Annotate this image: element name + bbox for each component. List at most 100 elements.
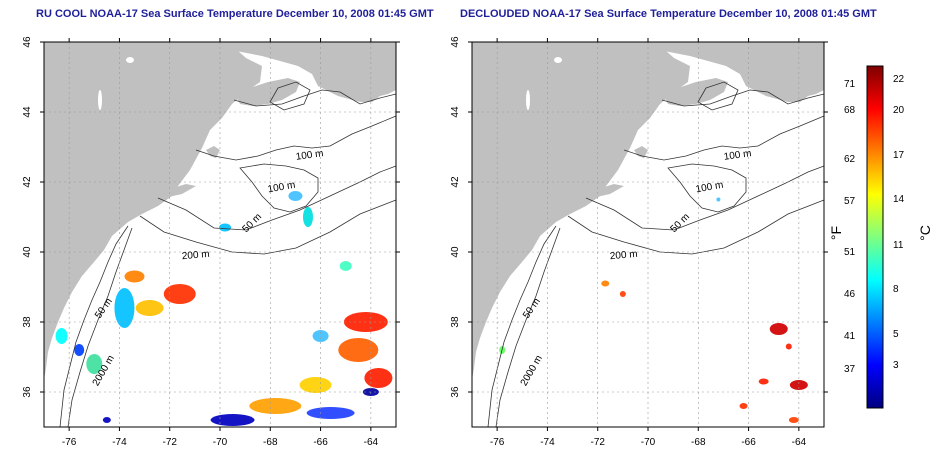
fahrenheit-tick-label: 37	[844, 364, 856, 375]
lon-tick-label: -74	[540, 437, 555, 448]
sst-patch	[769, 323, 788, 335]
lat-tick-label: 42	[450, 176, 461, 188]
sst-patch	[55, 328, 68, 344]
celsius-tick-label: 14	[893, 194, 905, 205]
lake	[98, 90, 102, 110]
contour-label: 100 m	[695, 180, 724, 196]
lat-tick-label: 40	[22, 246, 33, 258]
lon-tick-label: -68	[263, 437, 278, 448]
sst-patch	[339, 261, 352, 271]
bathymetry-contour	[667, 163, 747, 213]
sst-patch	[249, 398, 302, 414]
lat-tick-label: 40	[450, 246, 461, 258]
fahrenheit-tick-label: 51	[844, 247, 856, 258]
lat-tick-label: 36	[450, 386, 461, 398]
land-area	[472, 42, 690, 380]
sst-patch	[306, 407, 355, 419]
land-area	[588, 184, 624, 198]
lake	[126, 57, 134, 63]
bathymetry-contour	[233, 89, 397, 107]
sst-patch	[163, 284, 196, 304]
sst-patch	[601, 280, 610, 287]
lon-tick-label: -66	[313, 437, 328, 448]
sst-patch	[303, 207, 313, 227]
celsius-tick-label: 22	[893, 74, 905, 85]
bathymetry-contour	[195, 115, 397, 161]
bathymetry-contour	[157, 165, 397, 231]
lon-tick-label: -70	[213, 437, 228, 448]
bathymetry-contour	[567, 199, 825, 255]
contour-label: 200 m	[181, 249, 210, 262]
celsius-tick-label: 3	[893, 360, 899, 371]
lat-tick-label: 38	[22, 316, 33, 328]
land-area	[634, 146, 648, 158]
bathymetry-contour	[661, 89, 825, 107]
sst-patch	[758, 378, 769, 385]
sst-patch	[299, 377, 332, 393]
lon-tick-label: -68	[691, 437, 706, 448]
lon-tick-label: -74	[112, 437, 127, 448]
lon-tick-label: -64	[364, 437, 379, 448]
bathymetry-contour	[585, 165, 825, 231]
lat-tick-label: 38	[450, 316, 461, 328]
sst-patch	[619, 291, 626, 297]
sst-patch	[739, 403, 748, 409]
sst-patch	[124, 270, 145, 283]
sst-patch	[789, 380, 808, 390]
lon-tick-label: -70	[641, 437, 656, 448]
bathymetry-contour	[59, 225, 129, 428]
lat-tick-label: 46	[22, 36, 33, 48]
sst-patch	[102, 417, 111, 423]
lat-tick-label: 46	[450, 36, 461, 48]
land-area	[206, 146, 220, 158]
sst-patch	[312, 330, 329, 342]
land-area	[44, 42, 396, 102]
lon-tick-label: -72	[162, 437, 177, 448]
land-area	[472, 42, 824, 102]
lat-tick-label: 44	[22, 106, 33, 118]
bathymetry-contour	[487, 225, 557, 428]
contour-label: 100 m	[723, 148, 752, 163]
land-area	[160, 184, 196, 198]
bathymetry-contour	[67, 227, 133, 428]
lake	[526, 90, 530, 110]
sst-patch	[338, 338, 379, 362]
land-area	[236, 78, 300, 106]
lat-tick-label: 36	[22, 386, 33, 398]
sst-patch	[364, 368, 393, 388]
sst-patch	[86, 354, 103, 374]
lon-tick-label: -64	[792, 437, 807, 448]
lon-tick-label: -76	[490, 437, 505, 448]
bathymetry-contour	[139, 199, 397, 255]
sst-patch	[74, 344, 85, 356]
lake	[554, 57, 562, 63]
sst-patch	[210, 414, 255, 426]
sst-patch	[288, 191, 303, 201]
celsius-tick-label: 20	[893, 105, 905, 116]
fahrenheit-tick-label: 41	[844, 331, 856, 342]
temperature-colorbar	[866, 65, 884, 409]
celsius-tick-label: 5	[893, 329, 899, 340]
fahrenheit-tick-label: 68	[844, 105, 856, 116]
sst-patch	[716, 197, 721, 202]
land-area	[664, 78, 728, 106]
fahrenheit-unit-label: °F	[828, 225, 845, 241]
sst-patch	[788, 417, 799, 423]
bathymetry-contour	[623, 115, 825, 161]
sst-patch	[135, 300, 164, 316]
celsius-tick-label: 11	[893, 240, 904, 251]
lon-tick-label: -72	[590, 437, 605, 448]
sst-patch	[219, 223, 232, 232]
lon-tick-label: -76	[62, 437, 77, 448]
fahrenheit-tick-label: 46	[844, 289, 856, 300]
bathymetry-contour	[495, 227, 561, 428]
map-title-left: RU COOL NOAA-17 Sea Surface Temperature …	[36, 8, 434, 20]
fahrenheit-tick-label: 57	[844, 196, 856, 207]
lat-tick-label: 42	[22, 176, 33, 188]
celsius-unit-label: °C	[916, 225, 933, 241]
contour-label: 100 m	[295, 148, 324, 163]
celsius-tick-label: 17	[893, 150, 905, 161]
bathymetry-contour	[239, 163, 319, 213]
